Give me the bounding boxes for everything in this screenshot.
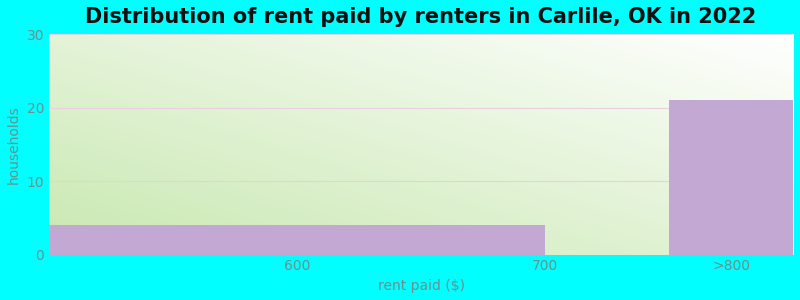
- Y-axis label: households: households: [7, 105, 21, 184]
- Title: Distribution of rent paid by renters in Carlile, OK in 2022: Distribution of rent paid by renters in …: [86, 7, 757, 27]
- X-axis label: rent paid ($): rent paid ($): [378, 279, 465, 293]
- Bar: [49, 225, 545, 255]
- Bar: [669, 100, 793, 255]
